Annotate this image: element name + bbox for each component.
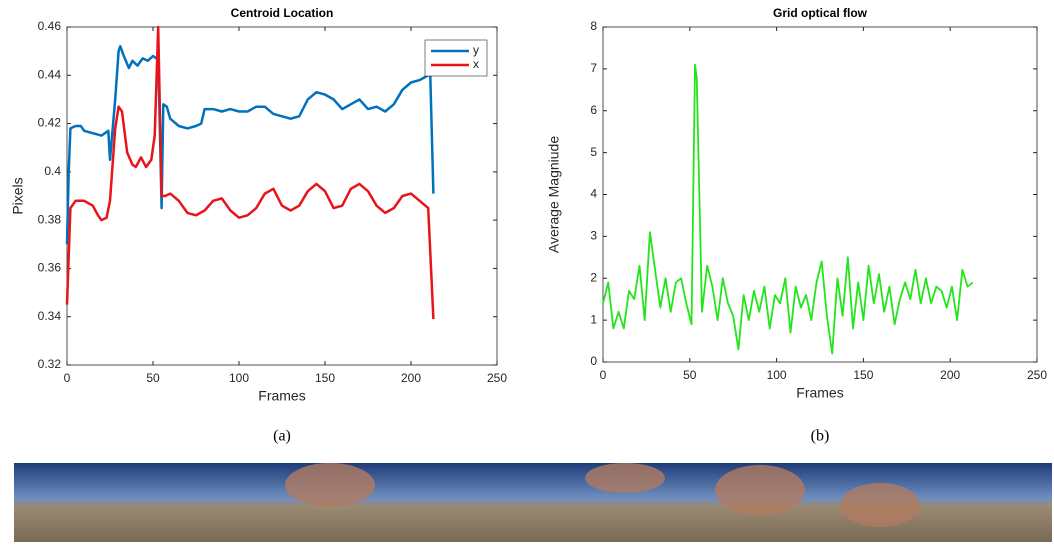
y-tick-label: 6 — [590, 103, 597, 117]
data-line — [65, 45, 435, 245]
photo — [14, 463, 148, 542]
y-tick-label: 0.34 — [38, 309, 62, 323]
x-tick-label: 150 — [315, 371, 335, 385]
y-tick-label: 0.44 — [38, 67, 62, 81]
y-tick-label: 5 — [590, 145, 597, 159]
x-tick-label: 100 — [229, 371, 249, 385]
y-tick-label: 0.42 — [38, 116, 62, 130]
plot-area — [602, 26, 1038, 363]
photo — [416, 463, 550, 542]
legend-label: y — [473, 43, 479, 57]
y-tick-label: 0.4 — [44, 164, 61, 178]
caption: (a) — [273, 428, 291, 445]
y-tick-label: 0.46 — [38, 19, 62, 33]
hand — [585, 463, 665, 493]
y-tick-label: 0.36 — [38, 261, 62, 275]
y-tick-label: 7 — [590, 61, 597, 75]
y-tick-label: 8 — [590, 19, 597, 33]
x-tick-label: 200 — [940, 368, 960, 382]
x-tick-label: 150 — [853, 368, 873, 382]
hand — [840, 483, 920, 527]
y-axis-label: Average Magniude — [546, 136, 562, 253]
chart: 0 50 100 150 200 250 0 1 2 3 4 5 6 7 8 Grid optical flo… — [546, 6, 1048, 445]
y-tick-label: 0.38 — [38, 212, 62, 226]
x-tick-label: 250 — [1027, 368, 1047, 382]
data-line — [602, 63, 974, 355]
x-tick-label: 250 — [487, 371, 507, 385]
x-tick-label: 100 — [767, 368, 787, 382]
photo — [952, 463, 1052, 542]
hand — [285, 463, 375, 507]
x-tick-label: 50 — [146, 371, 160, 385]
legend-label: x — [473, 57, 479, 71]
plot-area — [66, 26, 498, 366]
y-tick-label: 4 — [590, 187, 597, 201]
caption: (b) — [811, 428, 830, 445]
photo-strip — [14, 463, 1052, 542]
x-tick-label: 200 — [401, 371, 421, 385]
y-tick-label: 0 — [590, 354, 597, 368]
x-axis-label: Frames — [258, 388, 305, 404]
y-tick-label: 1 — [590, 312, 597, 326]
legend-box — [424, 39, 488, 77]
y-tick-label: 0.32 — [38, 357, 62, 371]
hand — [715, 465, 805, 515]
y-tick-label: 3 — [590, 229, 597, 243]
photo — [148, 463, 282, 542]
x-axis-label: Frames — [796, 385, 843, 401]
y-tick-label: 2 — [590, 270, 597, 284]
chart-title: Grid optical flow — [773, 6, 868, 20]
x-tick-label: 0 — [600, 368, 607, 382]
data-line — [65, 25, 435, 320]
x-tick-label: 0 — [64, 371, 71, 385]
chart-title: Centroid Location — [231, 6, 334, 20]
chart: 0 50 100 150 200 250 0.32 0.34 0.36 0.38 0.4 0.42 0.… — [10, 6, 508, 445]
y-axis-label: Pixels — [10, 177, 26, 214]
x-tick-label: 50 — [683, 368, 697, 382]
